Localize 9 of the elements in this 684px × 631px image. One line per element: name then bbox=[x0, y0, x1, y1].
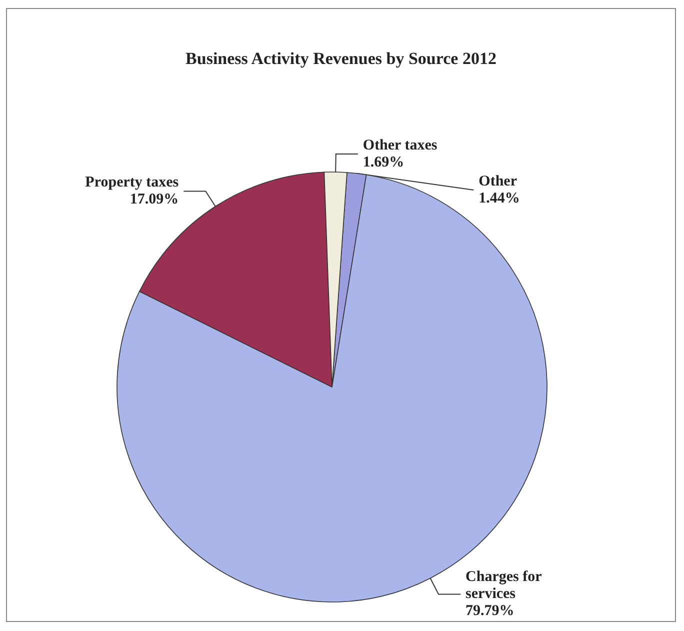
data-label: 1.69% bbox=[362, 154, 404, 171]
data-label: 79.79% bbox=[466, 603, 514, 620]
slice-label: Other taxes bbox=[362, 138, 438, 154]
chart-title: Business Activity Revenues by Source 2012 bbox=[186, 49, 496, 68]
slice-label: Property taxes bbox=[85, 174, 179, 191]
slice-label: Other bbox=[478, 174, 518, 190]
slice-label: Charges for services bbox=[466, 569, 546, 602]
data-label: 17.09% bbox=[130, 192, 179, 208]
data-label: 1.44% bbox=[478, 190, 520, 207]
